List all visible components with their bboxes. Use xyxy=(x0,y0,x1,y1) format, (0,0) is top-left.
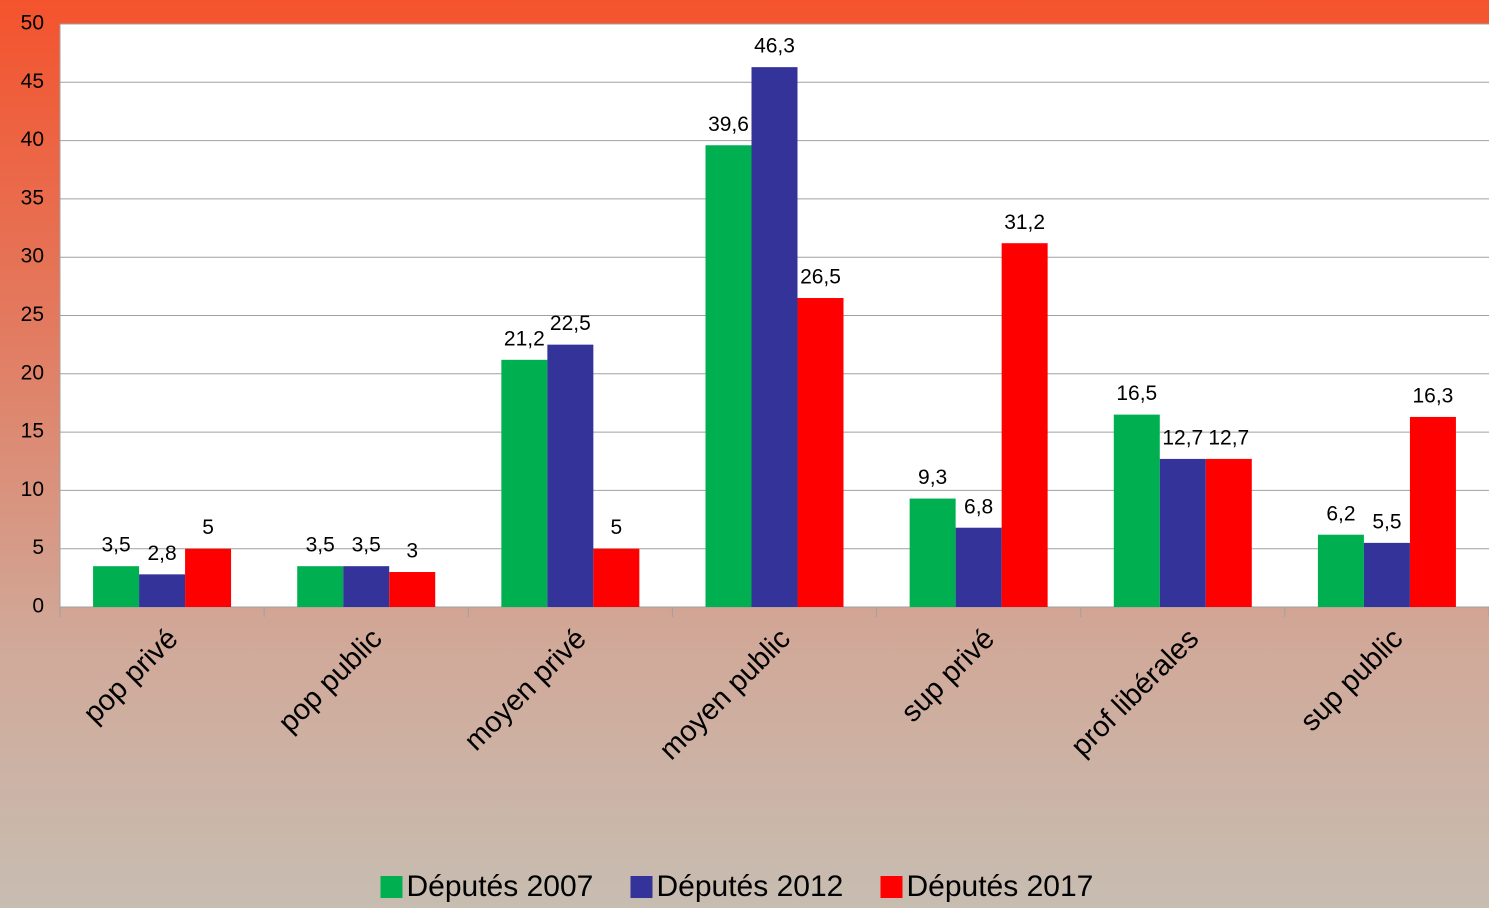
bar xyxy=(1001,243,1048,607)
data-label: 16,5 xyxy=(1116,382,1157,405)
bar xyxy=(797,298,844,607)
y-tick-label: 20 xyxy=(21,361,44,384)
data-label: 12,7 xyxy=(1208,426,1249,449)
y-tick-label: 30 xyxy=(21,245,44,268)
data-label: 3,5 xyxy=(306,534,335,557)
y-tick-label: 0 xyxy=(32,595,44,618)
bar xyxy=(1317,534,1364,607)
data-label: 3,5 xyxy=(352,534,381,557)
bar xyxy=(185,548,232,607)
legend-label: Députés 2007 xyxy=(407,870,594,903)
legend-label: Députés 2012 xyxy=(657,870,844,903)
data-label: 6,8 xyxy=(964,495,993,518)
data-label: 9,3 xyxy=(918,466,947,489)
data-label: 5 xyxy=(202,516,214,539)
data-label: 39,6 xyxy=(708,113,749,136)
data-label: 5 xyxy=(611,516,623,539)
bar xyxy=(1159,458,1206,607)
data-label: 3,5 xyxy=(101,534,130,557)
bar xyxy=(955,527,1002,607)
bar xyxy=(751,67,798,608)
data-label: 22,5 xyxy=(550,312,591,335)
bar xyxy=(343,566,390,607)
y-tick-label: 40 xyxy=(21,128,44,151)
data-label: 21,2 xyxy=(504,327,545,350)
bar xyxy=(1363,542,1410,607)
bar xyxy=(1205,458,1252,607)
data-label: 2,8 xyxy=(147,542,176,565)
data-label: 6,2 xyxy=(1326,502,1355,525)
data-label: 5,5 xyxy=(1372,510,1401,533)
bar xyxy=(1113,414,1160,607)
bar xyxy=(909,498,956,607)
data-label: 12,7 xyxy=(1162,426,1203,449)
data-label: 3 xyxy=(406,540,418,563)
legend-label: Députés 2017 xyxy=(907,870,1094,903)
bar xyxy=(501,359,548,607)
y-tick-label: 25 xyxy=(21,303,44,326)
y-tick-label: 15 xyxy=(21,420,44,443)
y-tick-label: 5 xyxy=(32,536,44,559)
data-label: 46,3 xyxy=(754,35,795,58)
data-label: 31,2 xyxy=(1004,211,1045,234)
bar xyxy=(705,145,752,608)
data-label: 26,5 xyxy=(800,266,841,289)
legend-swatch xyxy=(880,876,903,898)
y-tick-label: 35 xyxy=(21,186,44,209)
bar xyxy=(1409,416,1456,607)
y-tick-label: 45 xyxy=(21,70,44,93)
bar xyxy=(297,566,344,607)
data-label: 16,3 xyxy=(1412,384,1453,407)
bar xyxy=(547,344,594,607)
y-tick-label: 10 xyxy=(21,478,44,501)
bar xyxy=(93,566,140,607)
legend-swatch xyxy=(380,876,403,898)
bar xyxy=(139,574,186,607)
bar xyxy=(389,572,436,607)
y-tick-label: 50 xyxy=(21,12,44,35)
legend-swatch xyxy=(630,876,653,898)
bar xyxy=(593,548,640,607)
